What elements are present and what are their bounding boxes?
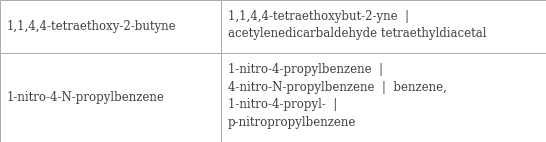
Text: 1,1,4,4-tetraethoxy-2-butyne: 1,1,4,4-tetraethoxy-2-butyne bbox=[7, 20, 176, 33]
Text: 1-nitro-4-propylbenzene  |
4-nitro-N-propylbenzene  |  benzene,
1-nitro-4-propyl: 1-nitro-4-propylbenzene | 4-nitro-N-prop… bbox=[228, 63, 447, 129]
Text: 1,1,4,4-tetraethoxybut-2-yne  |
acetylenedicarbaldehyde tetraethyldiacetal: 1,1,4,4-tetraethoxybut-2-yne | acetylene… bbox=[228, 10, 486, 40]
Text: 1-nitro-4-N-propylbenzene: 1-nitro-4-N-propylbenzene bbox=[7, 91, 164, 104]
